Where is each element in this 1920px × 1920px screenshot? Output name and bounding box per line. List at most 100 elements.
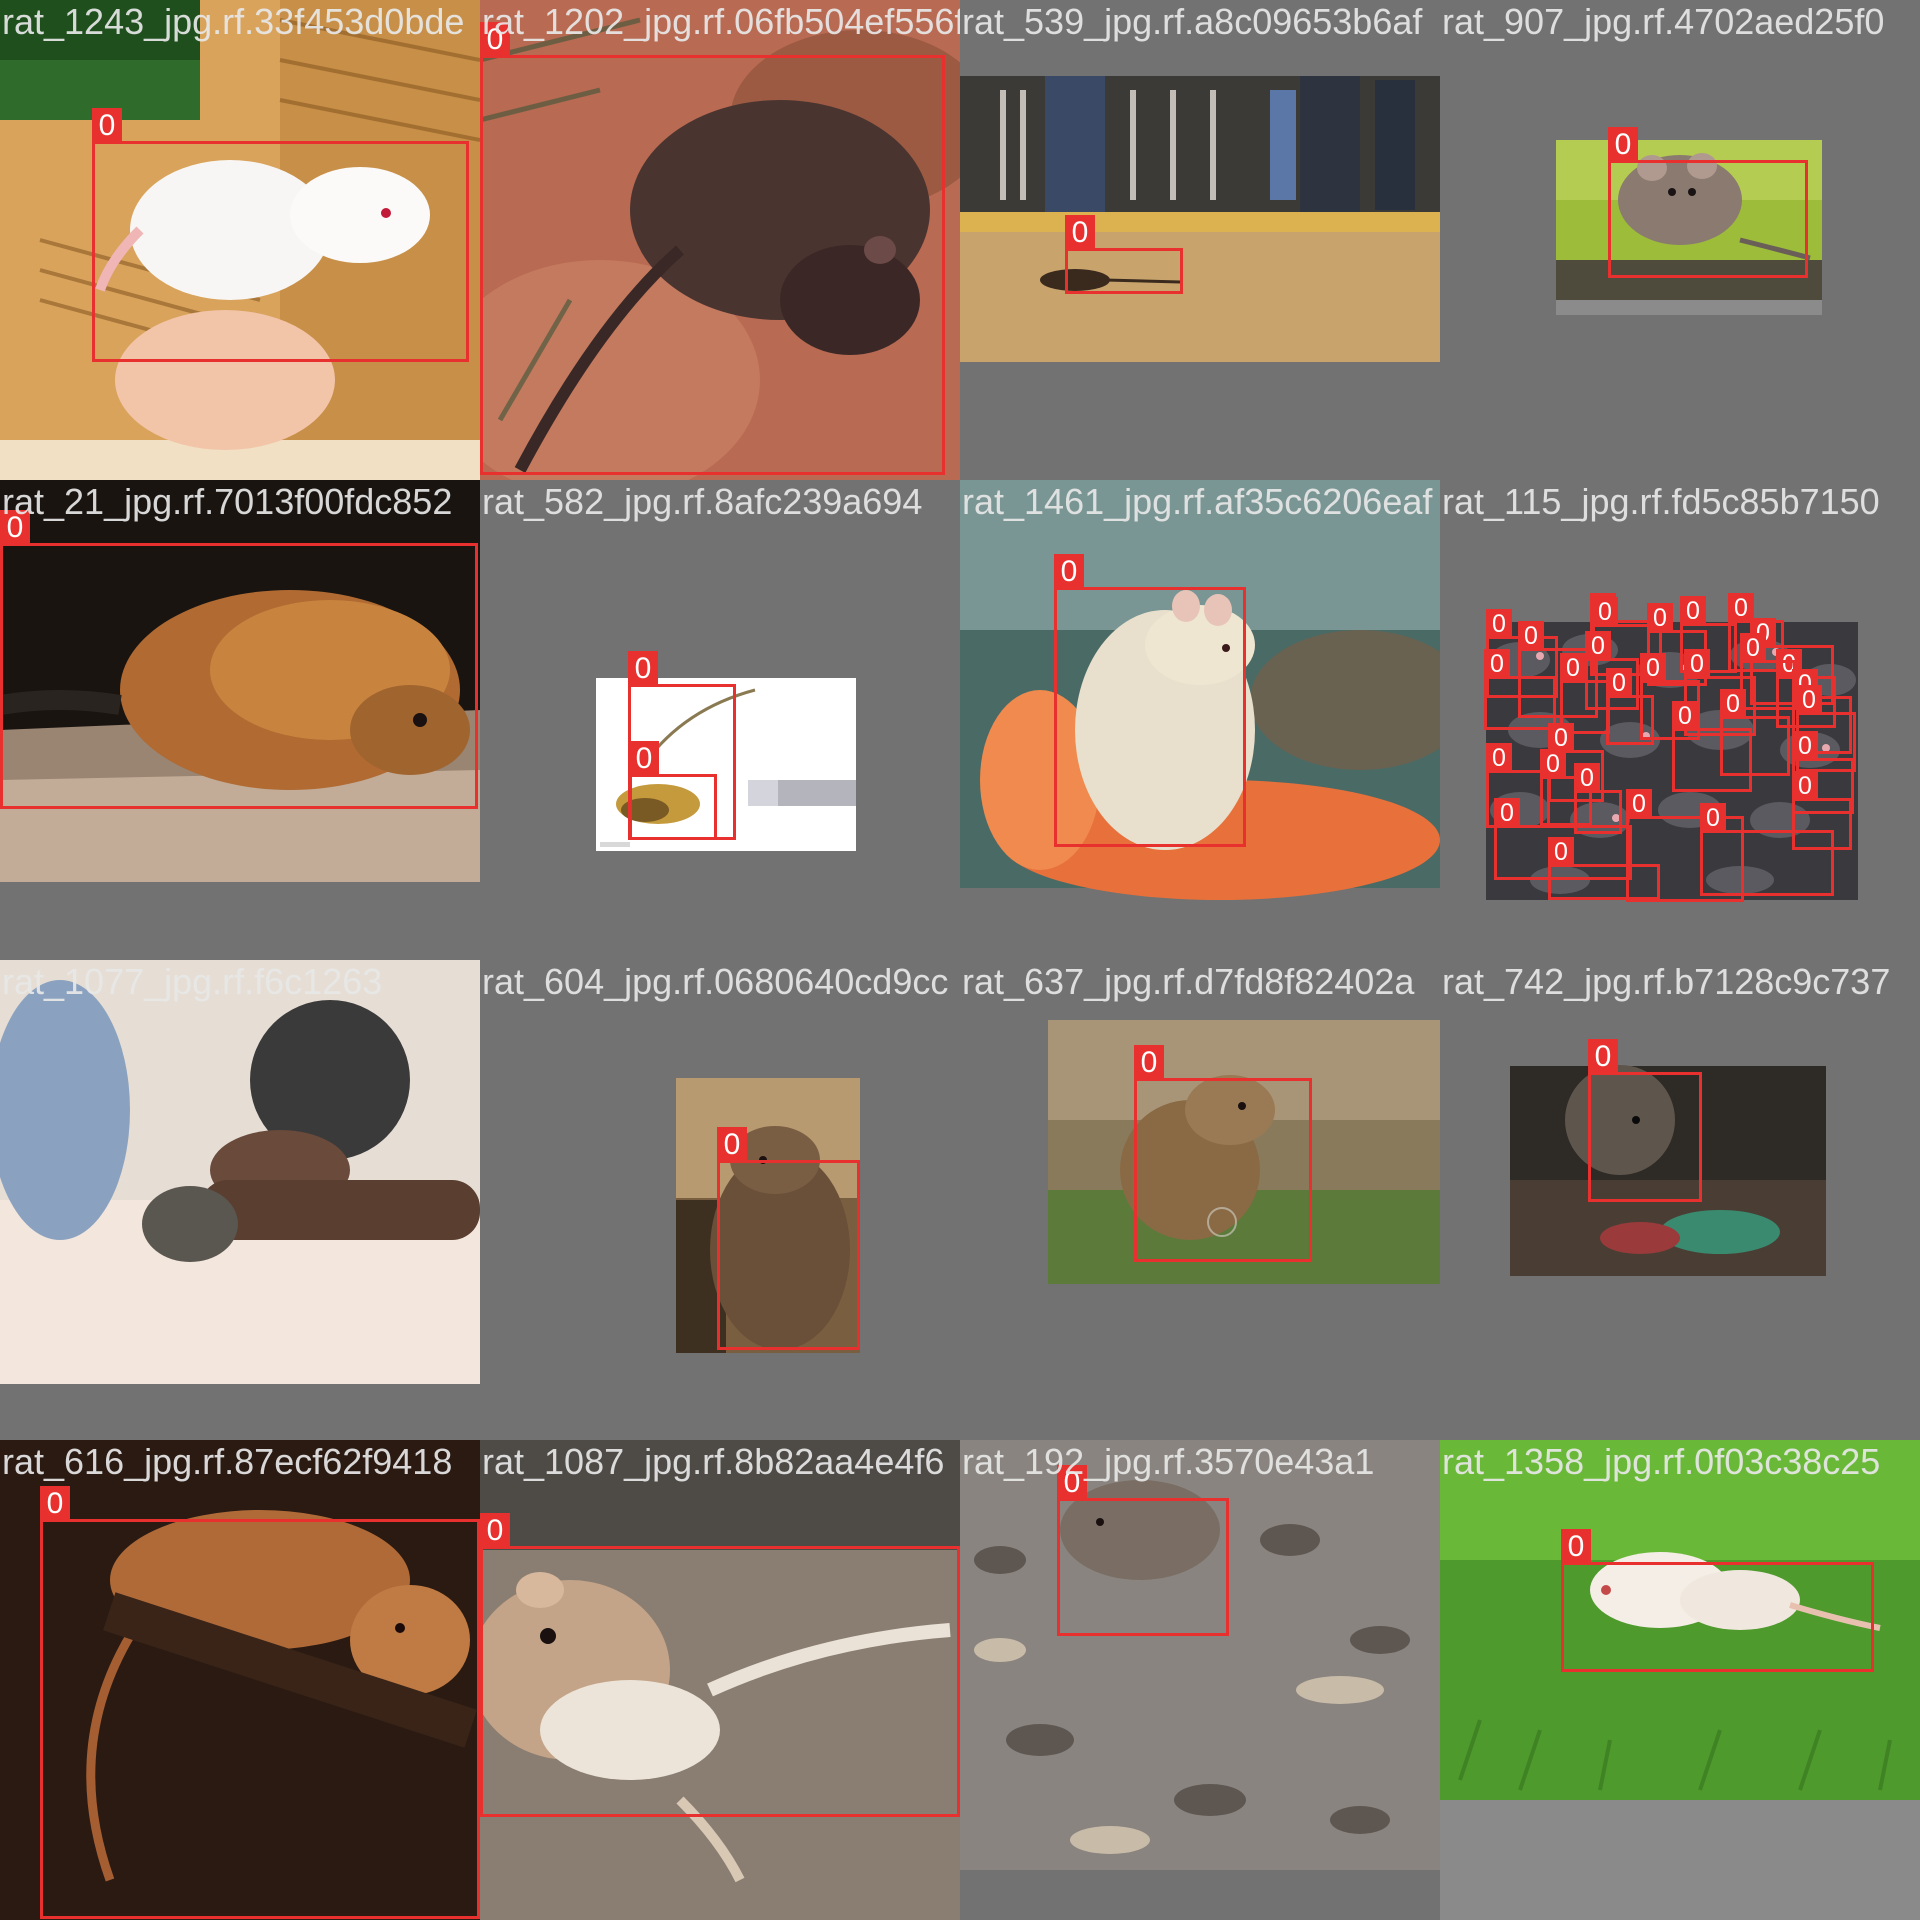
class-label: 0: [0, 510, 30, 546]
bounding-box: 0: [1640, 653, 1700, 740]
bounding-box: 0: [1560, 653, 1610, 734]
mosaic-tile: rat_604_jpg.rf.0680640cd9cc 0: [480, 960, 960, 1440]
class-label: 0: [1540, 749, 1566, 779]
tile-photo: [960, 480, 1440, 960]
tile-photo: [480, 0, 960, 480]
class-label: 0: [1647, 603, 1673, 633]
mosaic-tile: rat_1243_jpg.rf.33f453d0bde 0: [0, 0, 480, 480]
mosaic-tile: rat_907_jpg.rf.4702aed25f0 0: [1440, 0, 1920, 480]
bounding-box: 0: [92, 108, 469, 362]
mosaic-tile: rat_637_jpg.rf.d7fd8f82402a 0: [960, 960, 1440, 1440]
class-label: 0: [1680, 596, 1706, 626]
bounding-box: 0: [40, 1486, 480, 1919]
class-label: 0: [92, 108, 122, 144]
mosaic-tile: rat_1461_jpg.rf.af35c6206eaf 0: [960, 480, 1440, 960]
bounding-box: 0: [1574, 763, 1622, 834]
mosaic-tile: rat_1077_jpg.rf.f6c1263: [0, 960, 480, 1440]
tile-photo: [0, 480, 480, 960]
bounding-box: 0: [1672, 701, 1752, 792]
class-label: 0: [1684, 649, 1710, 679]
bounding-box: 0: [480, 1513, 960, 1817]
tile-photo: [960, 960, 1440, 1440]
class-label: 0: [1592, 597, 1618, 627]
bounding-box: 0: [1484, 649, 1556, 730]
class-label: 0: [1585, 631, 1611, 661]
class-label: 0: [1065, 215, 1095, 251]
class-label: 0: [1640, 653, 1666, 683]
class-label: 0: [1057, 1465, 1087, 1501]
class-label: 0: [480, 1513, 510, 1549]
tile-photo: [1440, 0, 1920, 480]
bounding-box: 0: [1740, 633, 1796, 710]
bounding-box: 0: [717, 1127, 860, 1350]
class-label: 0: [1588, 1039, 1618, 1075]
bounding-box: 0: [1720, 689, 1790, 776]
class-label: 0: [1700, 803, 1726, 833]
bounding-box: 0: [1540, 749, 1592, 826]
bounding-box: 0: [1548, 837, 1660, 900]
class-label: 0: [1486, 609, 1512, 639]
bounding-box: 0: [1494, 798, 1632, 880]
mosaic-tile: rat_582_jpg.rf.8afc239a694 0 0: [480, 480, 960, 960]
bounding-box: 0: [1057, 1465, 1229, 1636]
tile-photo: [960, 1440, 1440, 1920]
tile-photo: [960, 0, 1440, 480]
bounding-box: 0: [1585, 631, 1639, 710]
class-label: 0: [1672, 701, 1698, 731]
tile-photo: [0, 0, 480, 480]
mosaic-tile: rat_1202_jpg.rf.06fb504ef556fca8f0e91 0: [480, 0, 960, 480]
bounding-box: 0: [1588, 1039, 1702, 1202]
class-label: 0: [1561, 1529, 1591, 1565]
class-label: 0: [1486, 743, 1512, 773]
bounding-box: 0: [1792, 771, 1852, 850]
class-label: 0: [1560, 653, 1586, 683]
mosaic-tile: rat_1358_jpg.rf.0f03c38c25 0: [1440, 1440, 1920, 1920]
mosaic-tile: rat_192_jpg.rf.3570e43a1 0: [960, 1440, 1440, 1920]
class-label: 0: [717, 1127, 747, 1163]
mosaic-tile: rat_115_jpg.rf.fd5c85b7150 0 0 0 0 0 0 0…: [1440, 480, 1920, 960]
tile-photo: [0, 960, 480, 1440]
class-label: 0: [1740, 633, 1766, 663]
mosaic-tile: rat_616_jpg.rf.87ecf62f9418 0: [0, 1440, 480, 1920]
bounding-box: 0: [1700, 803, 1834, 896]
mosaic-tile: rat_21_jpg.rf.7013f00fdc852 0: [0, 480, 480, 960]
class-label: 0: [1548, 837, 1574, 867]
bounding-box: 0: [629, 741, 717, 840]
class-label: 0: [1792, 771, 1818, 801]
class-label: 0: [480, 22, 510, 58]
tile-photo: [480, 960, 960, 1440]
tile-photo: [480, 1440, 960, 1920]
mosaic-tile: rat_1087_jpg.rf.8b82aa4e4f6 0: [480, 1440, 960, 1920]
tile-photo: [1440, 1440, 1920, 1920]
class-label: 0: [1574, 763, 1600, 793]
bounding-box: 0: [1054, 554, 1246, 847]
class-label: 0: [1494, 798, 1520, 828]
class-label: 0: [1054, 554, 1084, 590]
class-label: 0: [1484, 649, 1510, 679]
bounding-box: 0: [1608, 127, 1808, 278]
bounding-box: 0: [0, 510, 478, 809]
class-label: 0: [1134, 1045, 1164, 1081]
class-label: 0: [1728, 593, 1754, 623]
bounding-box: 0: [480, 22, 945, 475]
class-label: 0: [1548, 723, 1574, 753]
mosaic-tile: rat_539_jpg.rf.a8c09653b6af 0: [960, 0, 1440, 480]
mosaic-tile: rat_742_jpg.rf.b7128c9c737 0: [1440, 960, 1920, 1440]
class-label: 0: [628, 651, 658, 687]
class-label: 0: [1626, 789, 1652, 819]
class-label: 0: [40, 1486, 70, 1522]
bounding-box: 0: [1065, 215, 1183, 294]
class-label: 0: [1720, 689, 1746, 719]
bounding-box: 0: [1134, 1045, 1312, 1262]
class-label: 0: [1518, 621, 1544, 651]
bounding-box: 0: [1561, 1529, 1874, 1672]
bounding-box: 0: [1518, 621, 1598, 718]
class-label: 0: [1796, 685, 1822, 715]
bounding-box: 0: [1626, 789, 1744, 902]
class-label: 0: [1606, 668, 1632, 698]
class-label: 0: [629, 741, 659, 777]
class-label: 0: [1792, 731, 1818, 761]
bounding-box: 0: [1606, 668, 1654, 745]
class-label: 0: [1608, 127, 1638, 163]
